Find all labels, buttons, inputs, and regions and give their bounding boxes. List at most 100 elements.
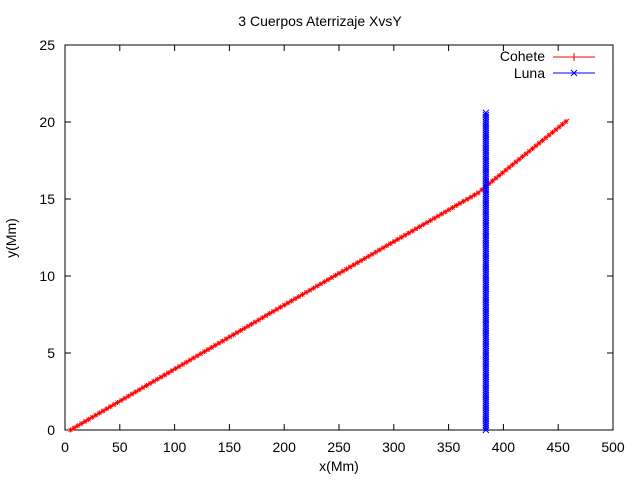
- chart-title: 3 Cuerpos Aterrizaje XvsY: [238, 13, 402, 29]
- cohete-point-x: [144, 383, 149, 388]
- cohete-point-x: [435, 213, 441, 219]
- cohete-point-x: [86, 417, 91, 422]
- cohete-point-x: [289, 298, 294, 304]
- cohete-point-x: [108, 404, 113, 409]
- cohete-point-x: [329, 275, 335, 280]
- cohete-point-x: [202, 349, 207, 354]
- cohete-point-x: [75, 423, 81, 429]
- cohete-point-x: [333, 273, 338, 278]
- y-tick-label: 25: [39, 37, 55, 53]
- x-tick-label: 250: [327, 439, 351, 455]
- cohete-point-x: [296, 294, 302, 299]
- cohete-point-x: [503, 167, 509, 173]
- cohete-point-x: [104, 406, 109, 412]
- cohete-point-x: [472, 192, 477, 198]
- cohete-point-x: [216, 340, 222, 346]
- cohete-point-x: [344, 266, 349, 272]
- legend-marker-luna: [570, 69, 578, 77]
- cohete-point-x: [165, 370, 171, 376]
- cohete-point-x: [369, 251, 375, 257]
- luna-point: [482, 111, 490, 119]
- cohete-point-x: [300, 292, 305, 297]
- legend-label-luna: Luna: [514, 65, 545, 81]
- cohete-point-x: [93, 412, 99, 418]
- cohete-point-x: [366, 254, 371, 259]
- cohete-point-x: [347, 264, 353, 270]
- cohete-point-x: [136, 387, 142, 393]
- cohete-point-x: [122, 395, 128, 401]
- cohete-point-x: [68, 427, 73, 433]
- cohete-point-x: [424, 220, 430, 225]
- y-tick-label: 15: [39, 191, 55, 207]
- series-luna: [482, 109, 490, 434]
- cohete-point-x: [155, 376, 160, 382]
- cohete-point-x: [220, 338, 225, 344]
- cohete-point-x: [126, 393, 131, 399]
- cohete-point-x: [256, 317, 262, 323]
- x-tick-label: 500: [601, 439, 625, 455]
- cohete-point-x: [496, 173, 502, 178]
- cohete-point-x: [97, 410, 102, 416]
- cohete-point-x: [399, 235, 404, 240]
- series-cohete: [67, 118, 570, 433]
- cohete-point-x: [421, 222, 426, 227]
- cohete-point-x: [550, 130, 555, 135]
- cohete-point-x: [187, 357, 193, 363]
- cohete-point-x: [118, 398, 124, 403]
- cohete-point-x: [285, 300, 291, 306]
- cohete-point-x: [391, 239, 397, 244]
- cohete-point-x: [79, 421, 84, 426]
- cohete-point-x: [270, 309, 276, 314]
- cohete-point-x: [490, 178, 495, 184]
- y-axis-label: y(Mm): [3, 218, 19, 258]
- cohete-point-x: [530, 146, 535, 151]
- cohete-point-x: [252, 319, 258, 325]
- cohete-point-x: [129, 391, 135, 397]
- cohete-point-x: [194, 353, 200, 359]
- cohete-point-x: [526, 148, 532, 154]
- cohete-point-x: [278, 304, 283, 310]
- cohete-point-x: [180, 362, 186, 367]
- cohete-point-x: [245, 323, 251, 329]
- cohete-point-x: [147, 381, 153, 386]
- cohete-point-x: [546, 132, 552, 138]
- cohete-point-x: [417, 224, 422, 230]
- cohete-point-x: [442, 209, 448, 215]
- cohete-point-x: [191, 355, 196, 361]
- cohete-point-x: [198, 351, 204, 357]
- cohete-point-x: [176, 364, 182, 369]
- x-tick-label: 50: [112, 439, 128, 455]
- x-axis-ticks: 0 50 100 150 200 250 300 350 400 450 500: [61, 45, 625, 455]
- cohete-point-x: [260, 315, 265, 321]
- cohete-point-x: [450, 205, 455, 210]
- cohete-point-x: [384, 243, 389, 249]
- cohete-point-x: [111, 402, 117, 407]
- cohete-point-x: [292, 296, 298, 301]
- cohete-point-x: [151, 379, 157, 384]
- cohete-point-x: [563, 119, 569, 124]
- cohete-point-x: [281, 302, 287, 308]
- legend-marker-cohete: [570, 53, 578, 61]
- cohete-point-x: [358, 258, 364, 263]
- cohete-point-x: [263, 313, 269, 318]
- cohete-point-x: [523, 151, 529, 157]
- cohete-point-x: [184, 359, 189, 365]
- x-tick-label: 350: [437, 439, 461, 455]
- cohete-point-x: [223, 336, 229, 342]
- cohete-point-x: [493, 175, 499, 181]
- cohete-point-x: [362, 256, 368, 261]
- x-tick-label: 300: [382, 439, 406, 455]
- cohete-point-x: [303, 290, 309, 295]
- cohete-point-x: [162, 372, 167, 378]
- cohete-point-x: [475, 190, 481, 196]
- cohete-point-x: [560, 122, 565, 127]
- cohete-point-x: [311, 285, 316, 291]
- cohete-point-x: [158, 374, 164, 380]
- cohete-point-x: [249, 321, 254, 327]
- cohete-point-x: [227, 334, 233, 340]
- cohete-point-x: [453, 203, 459, 208]
- cohete-point-x: [318, 281, 324, 287]
- cohete-point-x: [540, 138, 545, 143]
- cohete-point-x: [71, 425, 77, 431]
